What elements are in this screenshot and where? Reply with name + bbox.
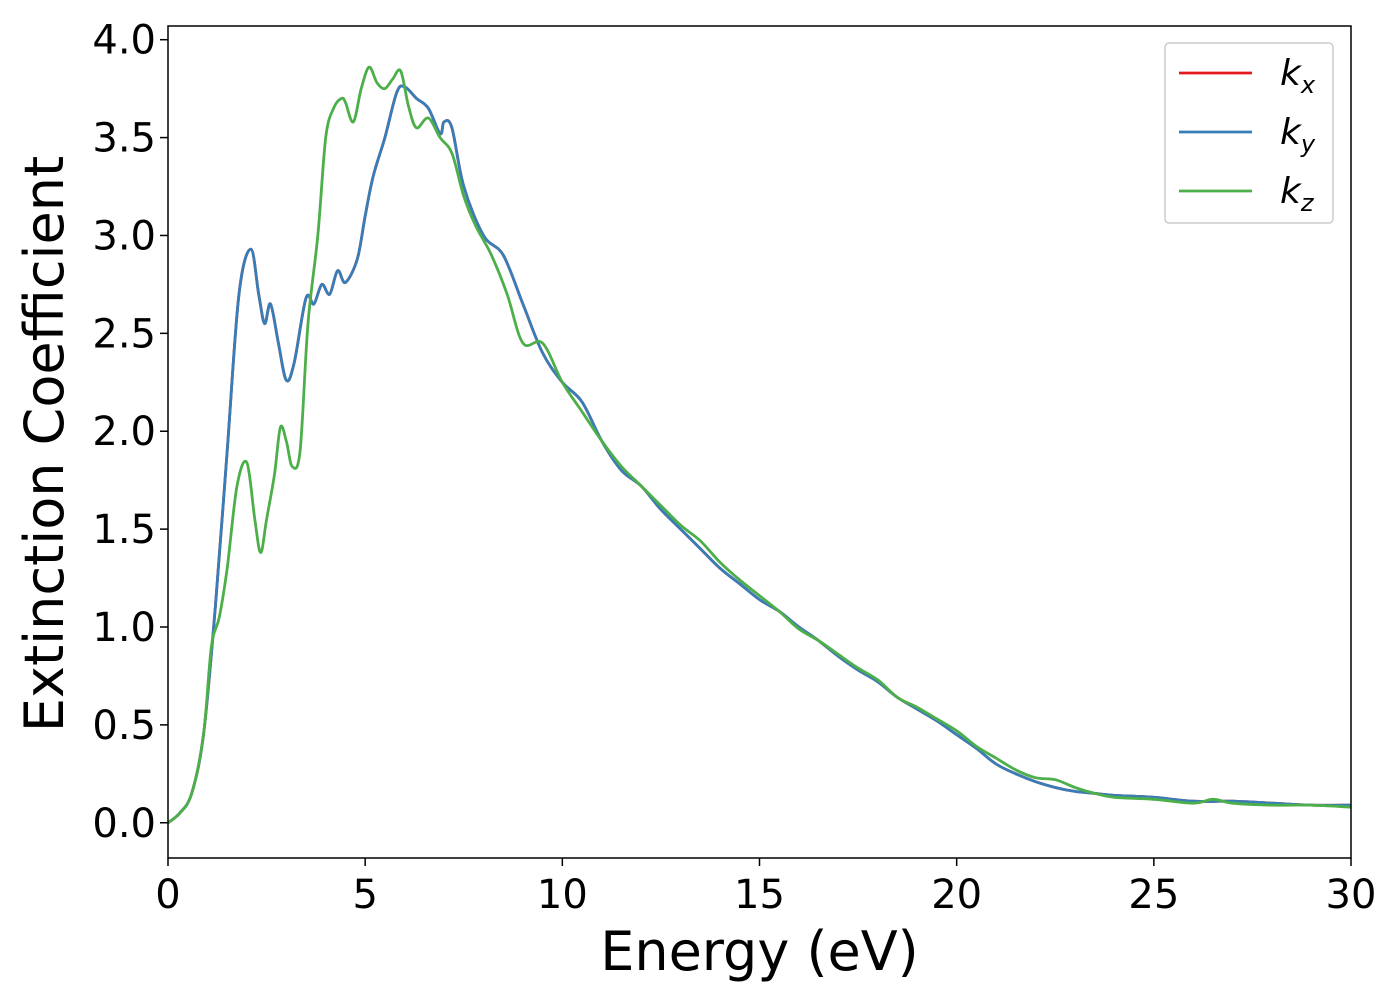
y-tick-label: 3.0	[92, 213, 156, 259]
x-tick-label: 25	[1128, 872, 1179, 918]
y-tick-label: 0.5	[92, 703, 156, 749]
y-tick-label: 1.0	[92, 605, 156, 651]
series-line-k-z	[168, 65, 1351, 825]
x-axis-ticks: 0 5 10 15 20 25 30	[155, 858, 1376, 918]
y-axis-ticks: 0.0 0.5 1.0 1.5 2.0 2.5 3.0 3.5 4.0	[92, 18, 168, 847]
y-axis-label: Extinction Coefficient	[13, 156, 76, 732]
x-tick-label: 10	[537, 872, 588, 918]
y-tick-label: 1.5	[92, 507, 156, 553]
y-tick-label: 3.5	[92, 116, 156, 162]
y-tick-label: 2.0	[92, 409, 156, 455]
legend-label-k-y: ky	[1280, 112, 1316, 158]
x-tick-label: 0	[155, 872, 180, 918]
x-axis-label: Energy (eV)	[600, 920, 919, 983]
legend-label-k-x: kx	[1280, 53, 1316, 99]
y-tick-label: 2.5	[92, 311, 156, 357]
x-tick-label: 20	[931, 872, 982, 918]
plot-lines	[168, 65, 1351, 825]
series-line-k-y	[168, 84, 1351, 825]
legend: kx ky kz	[1164, 42, 1334, 224]
x-tick-label: 5	[352, 872, 377, 918]
y-tick-label: 4.0	[92, 18, 156, 64]
x-tick-label: 30	[1326, 872, 1377, 918]
y-tick-label: 0.0	[92, 801, 156, 847]
x-tick-label: 15	[734, 872, 785, 918]
legend-label-k-z: kz	[1280, 171, 1315, 217]
